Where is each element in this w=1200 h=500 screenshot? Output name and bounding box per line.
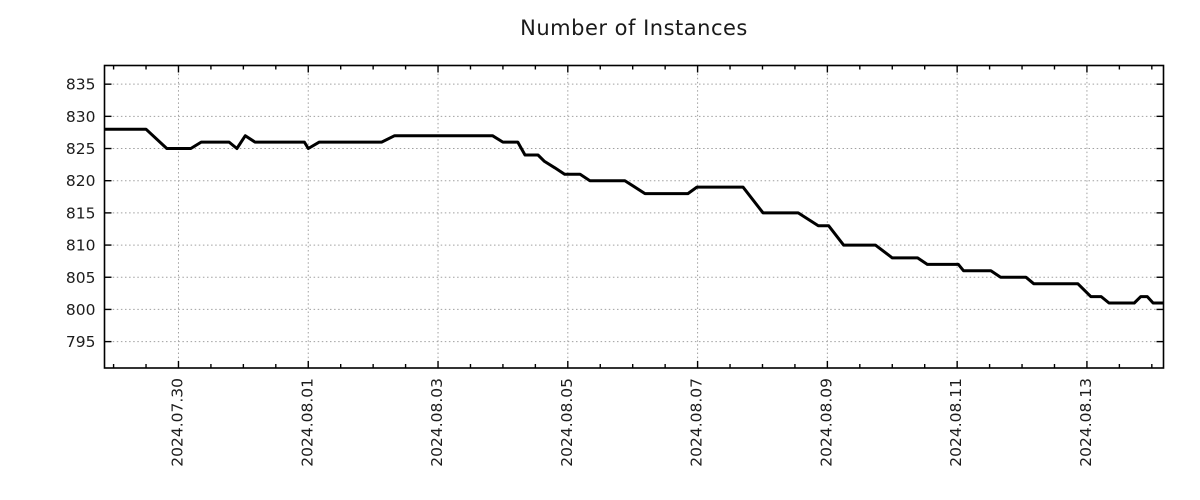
y-tick-label: 810 — [66, 237, 96, 255]
y-tick-label: 830 — [66, 108, 96, 126]
x-tick-label: 2024.08.03 — [428, 378, 446, 467]
x-tick-label: 2024.07.30 — [168, 378, 186, 467]
x-tick-label: 2024.08.11 — [947, 378, 965, 467]
x-tick-label: 2024.08.07 — [688, 378, 706, 467]
chart-title: Number of Instances — [520, 16, 748, 40]
y-tick-label: 815 — [66, 204, 96, 222]
plot-border — [103, 64, 1165, 369]
y-tick-label: 825 — [66, 140, 96, 158]
y-tick-label: 820 — [66, 172, 96, 190]
y-tick-label: 835 — [66, 76, 96, 94]
x-axis-labels: 2024.07.30 2024.08.01 2024.08.03 2024.08.05… — [168, 378, 1094, 467]
axis-ticks — [104, 65, 1164, 368]
x-tick-label: 2024.08.09 — [817, 378, 835, 467]
y-tick-label: 795 — [66, 333, 96, 351]
grid-lines — [104, 65, 1164, 368]
y-tick-label: 800 — [66, 301, 96, 319]
x-tick-label: 2024.08.05 — [558, 378, 576, 467]
x-tick-label: 2024.08.13 — [1077, 378, 1095, 467]
y-tick-label: 805 — [66, 269, 96, 287]
x-tick-label: 2024.08.01 — [298, 378, 316, 467]
series-line — [104, 127, 1164, 305]
y-axis-labels: 795 800 805 810 815 820 825 830 835 — [66, 76, 96, 351]
